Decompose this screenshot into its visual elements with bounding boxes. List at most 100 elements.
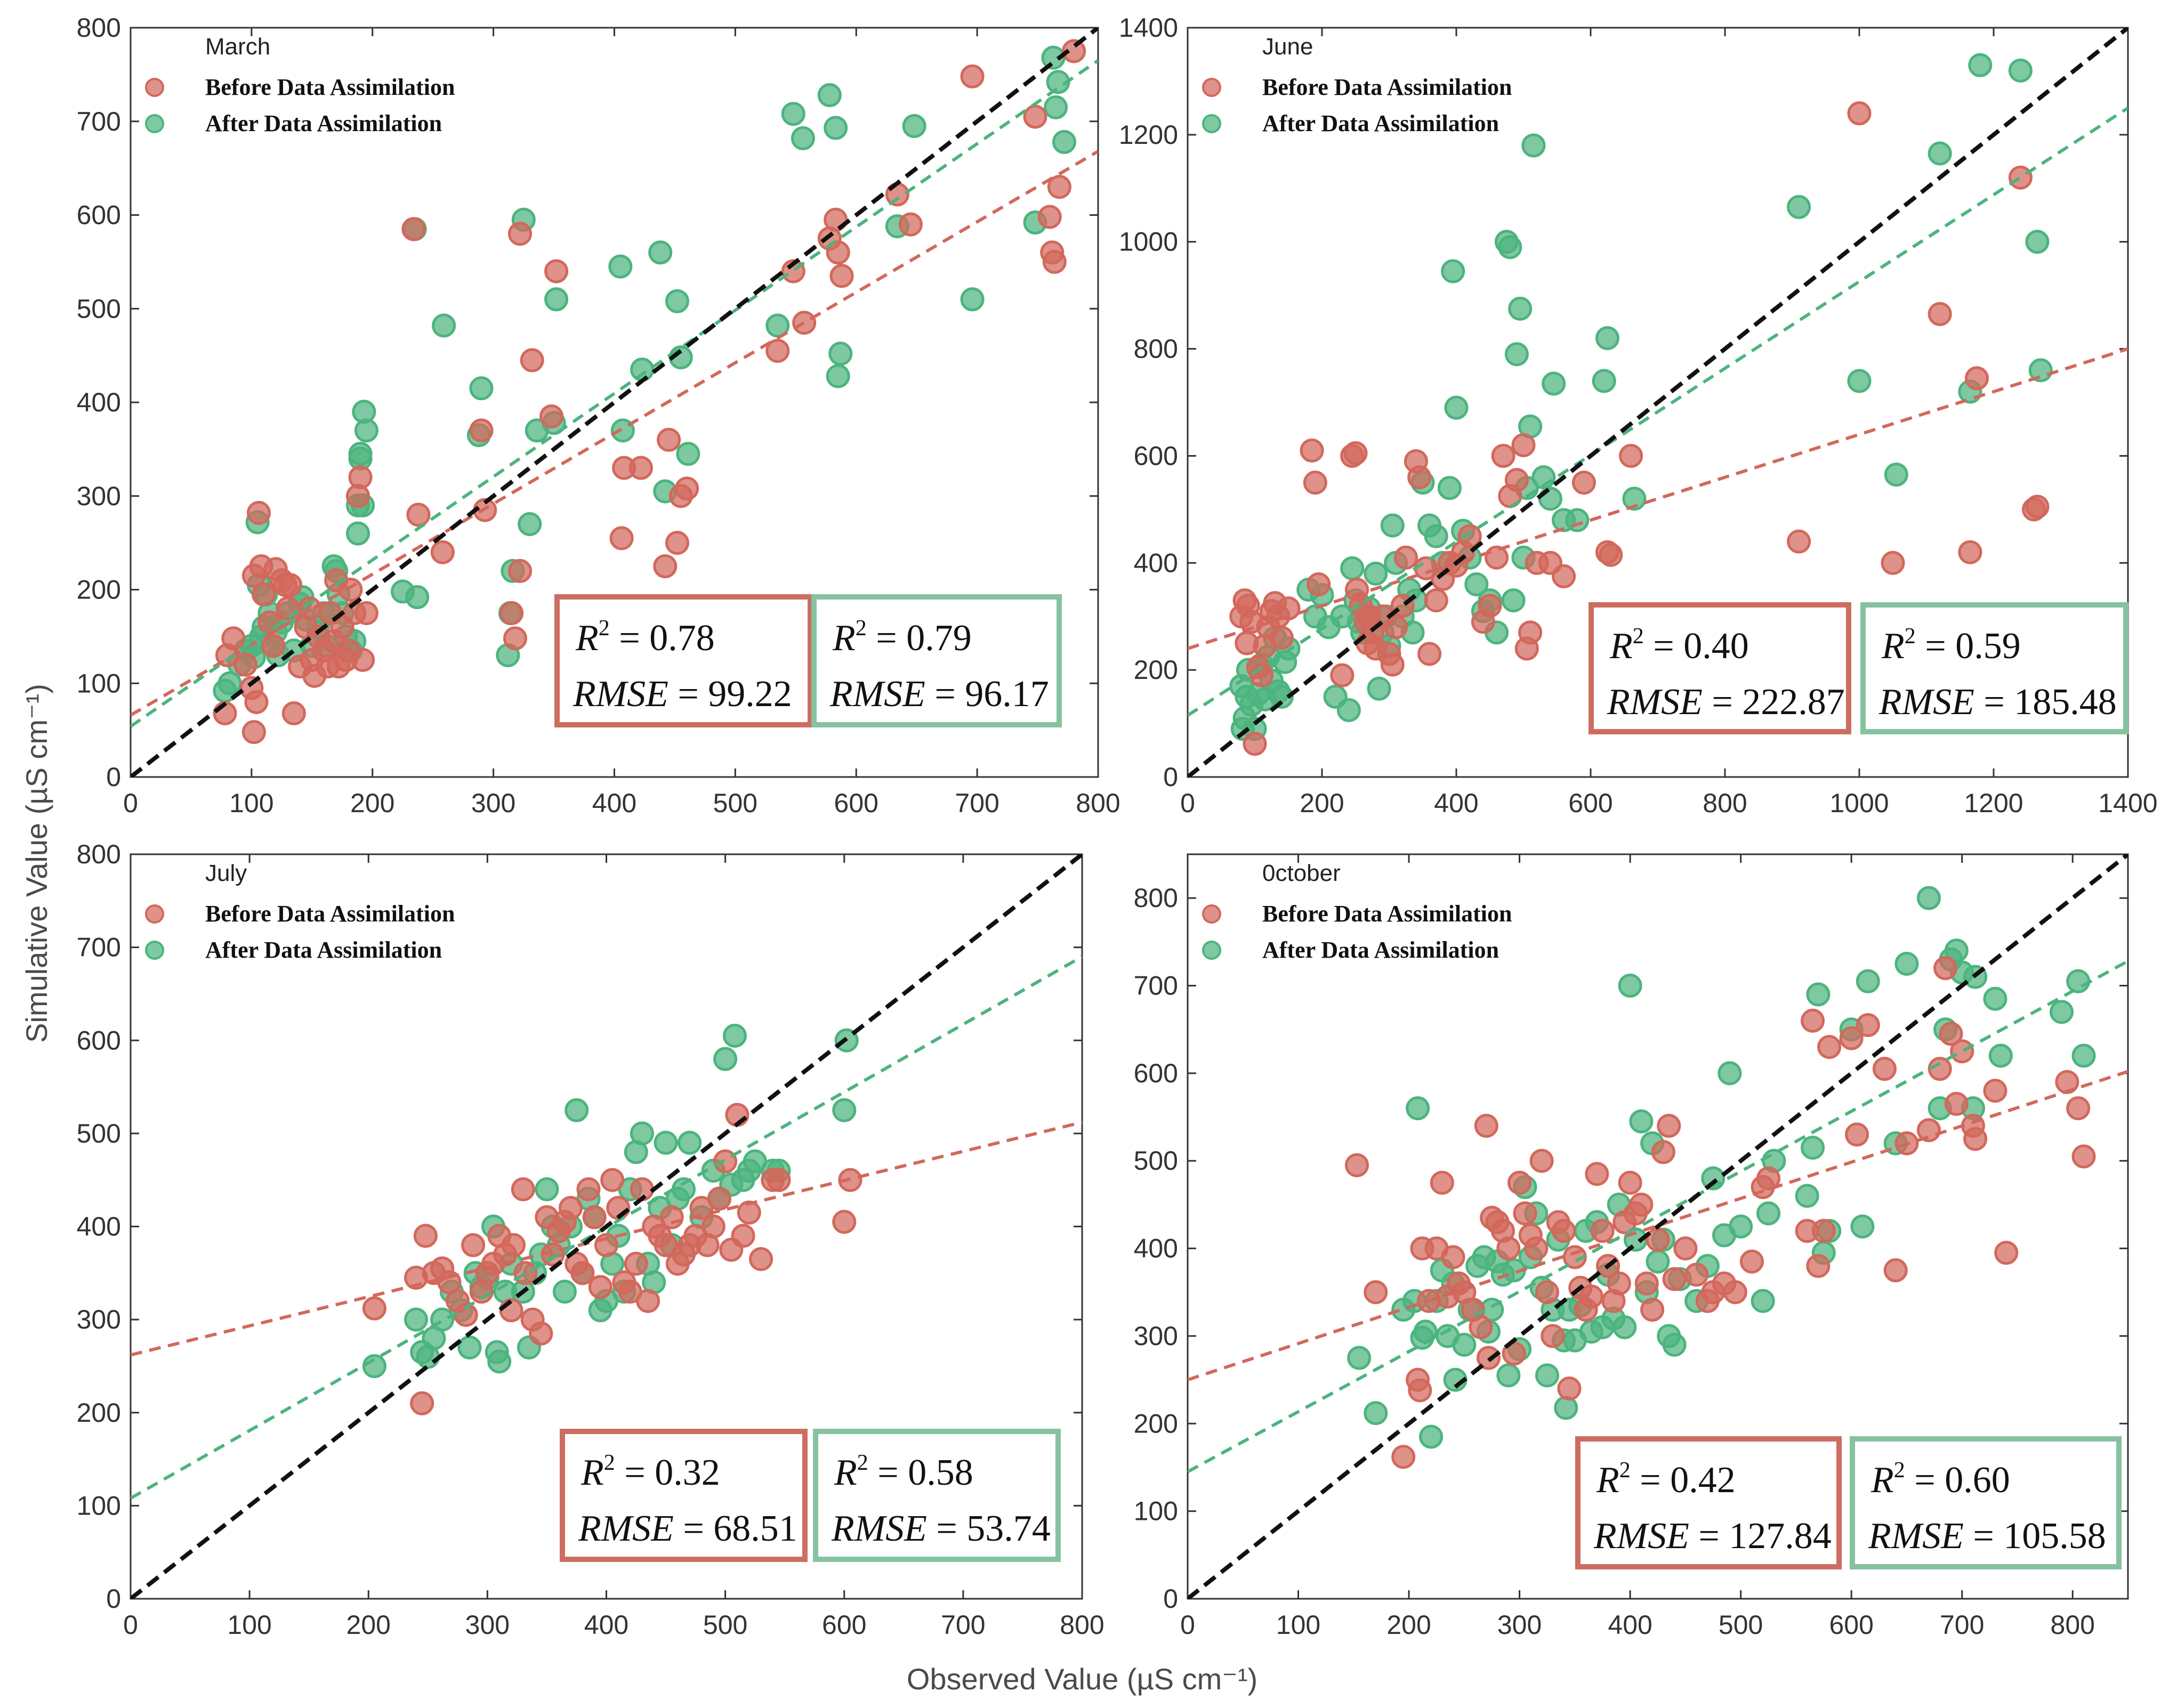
before-point [233, 652, 258, 677]
x-tick-label: 700 [941, 1610, 985, 1640]
after-point [1629, 1109, 1654, 1134]
one-to-one-line [1188, 28, 2128, 777]
before-point [1847, 101, 1872, 126]
before-point [503, 626, 527, 651]
rmse-symbol: RMSE [1878, 682, 1974, 723]
before-point [1723, 1280, 1747, 1305]
before-point [1243, 732, 1267, 756]
after-point [1496, 1363, 1521, 1388]
legend-before-marker [145, 904, 164, 924]
after-point [722, 1024, 747, 1048]
after-point [665, 289, 689, 313]
after-stats-frame [813, 1429, 1061, 1562]
before-point [707, 1186, 731, 1211]
x-tick-label: 700 [955, 788, 999, 818]
after-stats-box: R2 = 0.60 RMSE = 105.58 [1850, 1436, 2122, 1569]
y-tick-label: 700 [77, 107, 121, 136]
legend-after-label: After Data Assimilation [205, 937, 442, 963]
before-point [657, 427, 681, 452]
y-tick-label: 600 [1134, 1058, 1178, 1088]
after-point [713, 1047, 738, 1071]
legend-before-label: Before Data Assimilation [1262, 74, 1512, 100]
before-stats-frame [560, 1429, 808, 1562]
before-point [1657, 1113, 1681, 1138]
before-point [1037, 205, 1062, 229]
after-r2-value: = 0.59 [1916, 626, 2021, 667]
x-tick-label: 500 [703, 1610, 747, 1640]
after-point [1452, 1332, 1477, 1357]
y-tick-label: 200 [77, 575, 121, 605]
before-point [1928, 302, 1952, 326]
before-point [765, 338, 790, 363]
after-point [457, 1335, 482, 1360]
y-tick-label: 300 [77, 481, 121, 511]
after-fit-line [131, 59, 1098, 728]
one-to-one-line [1188, 854, 2128, 1599]
before-point [520, 348, 544, 373]
legend-before-marker [145, 78, 164, 97]
before-point [1345, 1153, 1369, 1177]
legend-before-marker [1202, 78, 1221, 97]
after-point [1535, 1363, 1559, 1388]
after-point [354, 418, 378, 443]
after-point [1806, 982, 1831, 1007]
before-point [588, 1275, 612, 1299]
after-point [1347, 1346, 1372, 1370]
before-point [2025, 495, 2050, 519]
before-point [410, 1391, 434, 1415]
after-fit-line [1188, 959, 2128, 1474]
after-point [1406, 1096, 1430, 1121]
r2-symbol: R [580, 1452, 604, 1493]
before-point [348, 465, 373, 490]
after-point [1988, 1043, 2013, 1068]
after-rmse-text: RMSE = 96.17 [829, 674, 1049, 715]
x-tick-label: 100 [227, 1610, 271, 1640]
after-rmse-value: = 105.58 [1964, 1516, 2106, 1557]
x-tick-label: 100 [229, 788, 273, 818]
after-point [791, 126, 815, 150]
after-r2-text: R2 = 0.79 [832, 616, 972, 659]
y-tick-label: 400 [77, 1212, 121, 1242]
after-point [828, 342, 853, 366]
before-point [430, 540, 455, 564]
before-r2-value: = 0.32 [615, 1452, 720, 1493]
before-point [767, 1168, 791, 1192]
before-point [1994, 1241, 2019, 1265]
legend-after-marker [145, 114, 164, 133]
plot-contents [1188, 854, 2128, 1599]
after-stats-frame [1860, 602, 2128, 734]
after-point [1052, 129, 1076, 154]
y-tick-label: 800 [77, 13, 121, 43]
before-point [1965, 366, 1989, 391]
before-stats-frame [1575, 1436, 1842, 1569]
before-point [1651, 1140, 1675, 1164]
before-point [628, 456, 653, 480]
before-point [1513, 1201, 1537, 1226]
after-point [1498, 235, 1522, 260]
before-point [559, 1196, 583, 1220]
after-point [432, 313, 456, 338]
y-tick-label: 800 [1134, 883, 1178, 913]
after-point [1521, 133, 1546, 158]
after-point [1756, 1201, 1781, 1226]
before-fit-line [131, 150, 1098, 717]
x-axis-title: Observed Value (µS cm⁻¹) [907, 1662, 1257, 1696]
before-r2-text: R2 = 0.78 [575, 616, 715, 659]
y-tick-label: 100 [77, 668, 121, 698]
panel-3: 0 100 200 300 400 500 600 700 800 0 100 200 300 400 50… [77, 839, 1104, 1640]
after-point [630, 1121, 654, 1146]
after-point [960, 287, 985, 312]
after-point [1508, 296, 1533, 321]
after-point [1801, 1136, 1825, 1160]
before-point [508, 222, 533, 246]
after-point [1542, 371, 1566, 396]
x-tick-label: 200 [346, 1610, 391, 1640]
before-point [1662, 1267, 1687, 1291]
after-point [348, 442, 373, 466]
one-to-one-line [131, 28, 1098, 777]
before-point [832, 1210, 857, 1234]
before-point [1511, 433, 1536, 457]
x-tick-label: 600 [1829, 1610, 1873, 1640]
y-tick-label: 500 [1134, 1146, 1178, 1176]
r2-superscript: 2 [599, 616, 610, 641]
